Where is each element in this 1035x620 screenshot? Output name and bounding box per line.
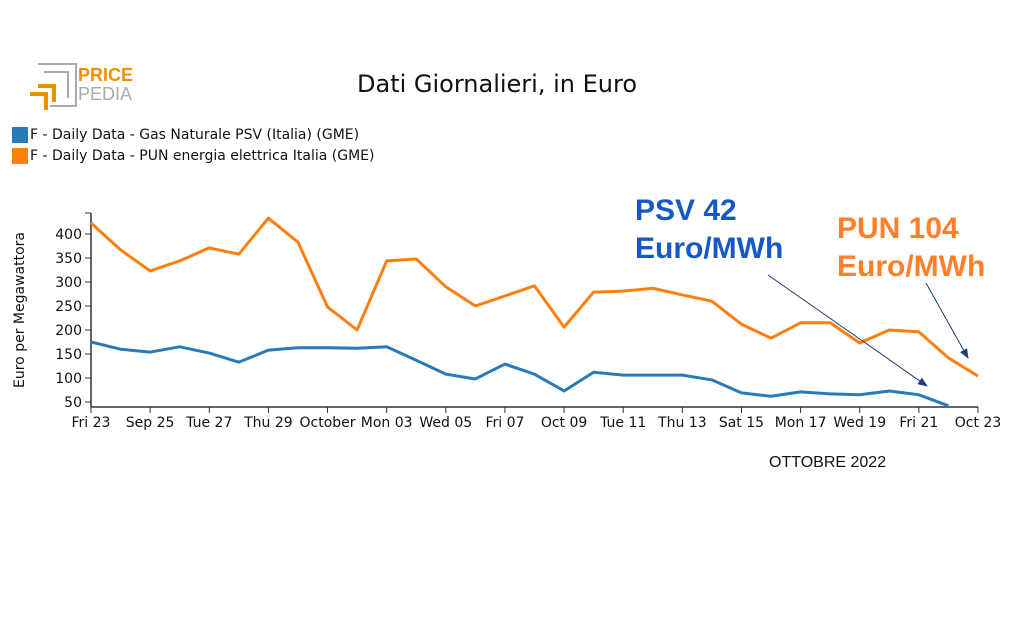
x-tick-label: Thu 13	[657, 415, 707, 431]
x-tick-label: Sat 15	[719, 415, 764, 431]
logo-text-bottom: PEDIA	[78, 84, 132, 104]
pricepedia-logo: PRICE PEDIA	[30, 63, 133, 110]
annotation-psv-unit: Euro/MWh	[635, 232, 784, 265]
x-tick-label: Tue 27	[185, 415, 232, 431]
x-tick-label: Tue 11	[599, 415, 646, 431]
x-tick-label: Oct 23	[955, 415, 1001, 431]
y-tick-label: 250	[55, 299, 82, 315]
x-tick-label: Wed 19	[833, 415, 886, 431]
x-tick-label: Thu 29	[243, 415, 293, 431]
legend-swatch-pun	[12, 147, 28, 164]
annotation-psv-value: PSV 42	[635, 194, 737, 227]
annotation-pun: PUN 104 Euro/MWh	[837, 210, 985, 286]
annotation-arrow-psv	[767, 274, 928, 387]
annotation-arrow-pun	[925, 282, 969, 359]
legend-label-pun: F - Daily Data - PUN energia elettrica I…	[30, 147, 375, 164]
x-axis-caption: OTTOBRE 2022	[769, 454, 887, 471]
y-tick-label: 200	[55, 323, 82, 339]
logo-text-top: PRICE	[78, 65, 133, 85]
x-tick-label: October	[300, 415, 356, 431]
y-tick-label: 100	[55, 371, 82, 387]
y-tick-label: 150	[55, 347, 82, 363]
x-tick-label: Sep 25	[126, 415, 175, 431]
x-tick-label: Fri 21	[899, 415, 938, 431]
annotation-pun-unit: Euro/MWh	[837, 250, 986, 283]
annotation-psv: PSV 42 Euro/MWh	[635, 192, 783, 268]
y-tick-label: 50	[64, 395, 82, 411]
annotation-pun-value: PUN 104	[837, 212, 959, 245]
x-tick-label: Mon 17	[775, 415, 827, 431]
legend: F - Daily Data - Gas Naturale PSV (Itali…	[12, 124, 374, 166]
x-tick-label: Oct 09	[541, 415, 587, 431]
series-line-psv	[90, 340, 949, 408]
x-tick-label: Mon 03	[361, 415, 413, 431]
legend-swatch-psv	[12, 126, 28, 143]
legend-item-psv[interactable]: F - Daily Data - Gas Naturale PSV (Itali…	[12, 124, 374, 145]
legend-label-psv: F - Daily Data - Gas Naturale PSV (Itali…	[30, 126, 360, 143]
x-tick-label: Wed 05	[419, 415, 472, 431]
x-tick-label: Fri 07	[485, 415, 524, 431]
legend-item-pun[interactable]: F - Daily Data - PUN energia elettrica I…	[12, 145, 374, 166]
y-axis-label: Euro per Megawattora	[12, 232, 28, 388]
chart-title: Dati Giornalieri, in Euro	[357, 70, 638, 98]
x-tick-label: Fri 23	[72, 415, 111, 431]
y-tick-label: 400	[55, 227, 82, 243]
y-tick-label: 300	[55, 275, 82, 291]
y-tick-label: 350	[55, 251, 82, 267]
